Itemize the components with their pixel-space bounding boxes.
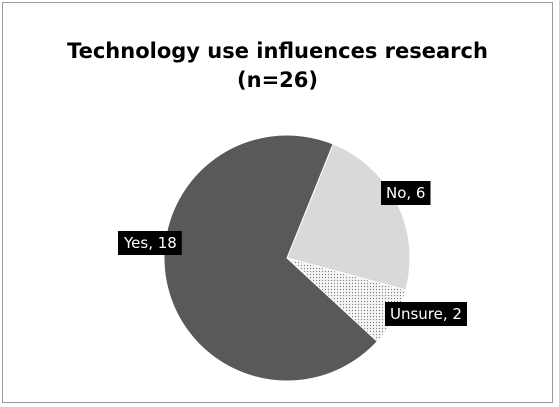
slice-label-box: [118, 231, 182, 255]
chart-title-line: Technology use influences research: [67, 39, 488, 63]
slice-label-box: [385, 302, 467, 326]
slice-label-box: [381, 181, 431, 205]
slice-label-yes: Yes, 18: [118, 231, 182, 255]
slice-label-unsure: Unsure, 2: [385, 302, 467, 326]
slice-label-text: No, 6: [386, 184, 425, 202]
slice-label-no: No, 6: [381, 181, 431, 205]
chart-subtitle-line: (n=26): [237, 68, 318, 92]
pie-slice-yes: [163, 134, 378, 382]
slice-label-text: Yes, 18: [123, 234, 177, 252]
slice-label-text: Unsure, 2: [390, 305, 462, 323]
chart-title: Technology use influences research (n=26…: [3, 37, 552, 95]
